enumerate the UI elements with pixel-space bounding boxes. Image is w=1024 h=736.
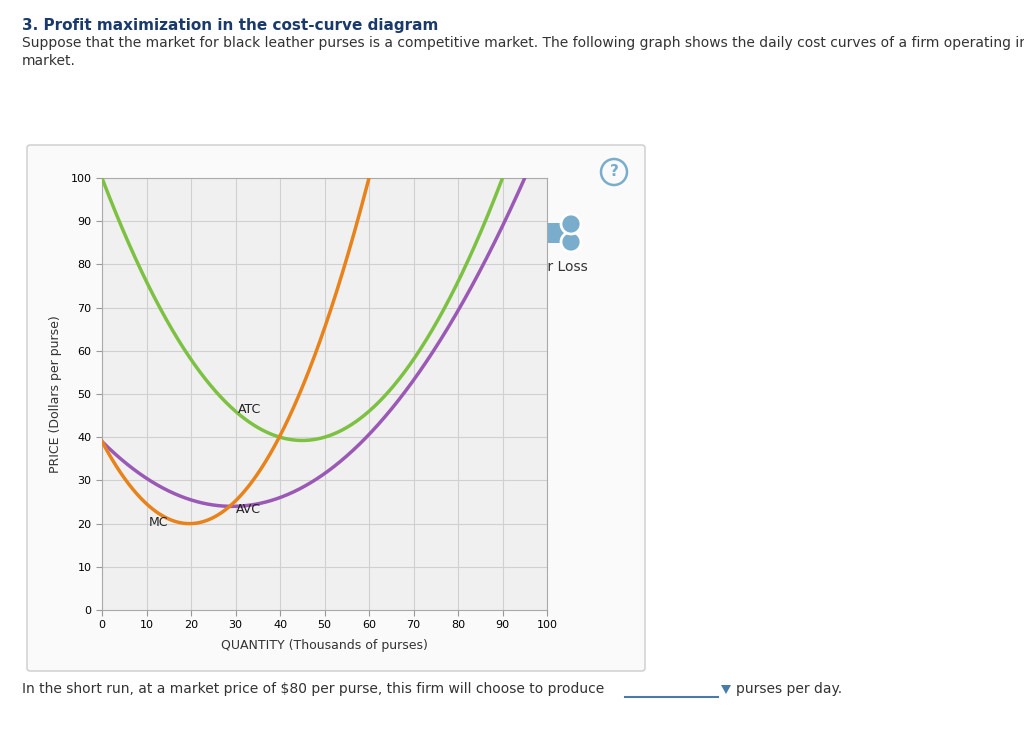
Text: AVC: AVC bbox=[236, 503, 260, 516]
Text: purses per day.: purses per day. bbox=[736, 682, 842, 696]
Text: 3. Profit maximization in the cost-curve diagram: 3. Profit maximization in the cost-curve… bbox=[22, 18, 438, 33]
Text: ?: ? bbox=[609, 165, 618, 180]
Text: MC: MC bbox=[148, 516, 168, 528]
Circle shape bbox=[505, 232, 525, 252]
Text: Profit or Loss: Profit or Loss bbox=[498, 260, 588, 274]
Circle shape bbox=[561, 232, 581, 252]
FancyBboxPatch shape bbox=[27, 145, 645, 671]
Polygon shape bbox=[721, 685, 731, 694]
Circle shape bbox=[505, 214, 525, 234]
Circle shape bbox=[561, 214, 581, 234]
FancyBboxPatch shape bbox=[514, 223, 572, 243]
Y-axis label: PRICE (Dollars per purse): PRICE (Dollars per purse) bbox=[49, 315, 62, 473]
X-axis label: QUANTITY (Thousands of purses): QUANTITY (Thousands of purses) bbox=[221, 639, 428, 652]
Text: In the short run, at a market price of $80 per purse, this firm will choose to p: In the short run, at a market price of $… bbox=[22, 682, 604, 696]
Text: ATC: ATC bbox=[238, 403, 261, 417]
Text: market.: market. bbox=[22, 54, 76, 68]
Text: Suppose that the market for black leather purses is a competitive market. The fo: Suppose that the market for black leathe… bbox=[22, 36, 1024, 50]
